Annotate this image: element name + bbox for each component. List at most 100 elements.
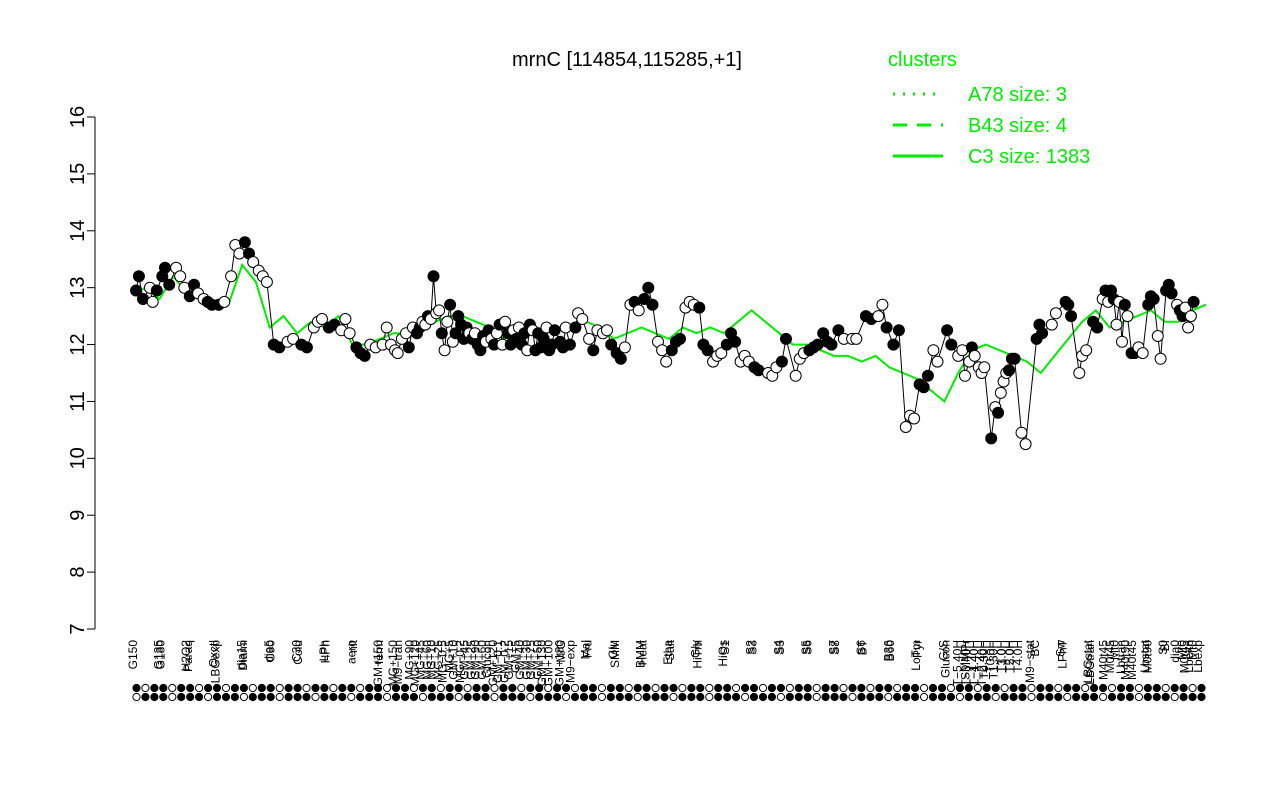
x-marker xyxy=(374,692,383,702)
x-marker xyxy=(615,692,624,702)
x-marker xyxy=(383,692,392,702)
data-point xyxy=(343,327,356,340)
x-tick-label: Gly xyxy=(689,640,703,658)
x-marker xyxy=(508,683,517,693)
x-tick-label: S2 xyxy=(744,640,758,655)
x-tick-label: Mt0 xyxy=(1108,640,1122,660)
x-marker xyxy=(884,692,893,702)
x-marker xyxy=(767,692,777,702)
x-marker xyxy=(839,683,848,693)
x-marker xyxy=(409,692,418,702)
x-tick-label: B36 xyxy=(881,640,895,662)
x-marker xyxy=(347,683,356,693)
data-point xyxy=(163,278,176,291)
x-marker xyxy=(427,683,436,693)
x-marker xyxy=(1063,683,1072,693)
x-marker xyxy=(221,683,231,693)
x-tick-label: MG−0.5 xyxy=(436,640,450,683)
x-marker xyxy=(338,692,347,702)
x-tick-label: S8 xyxy=(828,640,842,655)
data-point xyxy=(638,293,651,305)
x-tick-label: GM−0.2 xyxy=(497,640,511,683)
data-point xyxy=(1151,330,1164,342)
x-marker xyxy=(1170,683,1179,693)
x-marker xyxy=(839,692,848,702)
x-tick-label: Lbstat xyxy=(1138,639,1152,672)
x-tick-label: M9−exp xyxy=(563,640,577,683)
x-marker xyxy=(749,683,759,693)
data-point xyxy=(887,338,900,351)
data-point xyxy=(569,321,582,334)
data-point xyxy=(899,421,912,433)
x-marker xyxy=(937,683,947,693)
data-point xyxy=(132,270,145,283)
x-marker xyxy=(257,692,266,702)
data-point xyxy=(660,355,673,368)
data-point xyxy=(876,298,889,311)
x-tick-label: aero xyxy=(344,640,358,664)
data-point xyxy=(287,332,300,345)
x-marker xyxy=(696,692,705,702)
x-marker xyxy=(535,683,544,693)
x-marker xyxy=(195,683,204,693)
x-marker xyxy=(391,683,401,693)
x-marker xyxy=(687,683,696,693)
data-point xyxy=(601,324,613,337)
x-marker xyxy=(248,683,257,693)
x-marker xyxy=(875,692,884,702)
x-tick-label: B60 xyxy=(883,640,897,662)
x-tick-label: Mt0 xyxy=(1175,640,1189,660)
x-tick-label: T3.0H xyxy=(995,640,1009,673)
data-point xyxy=(537,332,550,345)
x-marker xyxy=(230,683,239,693)
data-point xyxy=(959,369,971,382)
x-tick-label: GM+60 xyxy=(475,640,489,680)
x-marker xyxy=(562,683,571,693)
x-tick-label: M/G xyxy=(554,640,568,663)
x-marker xyxy=(132,683,141,693)
x-marker xyxy=(275,683,284,693)
x-marker xyxy=(302,683,311,693)
data-point xyxy=(880,321,893,334)
x-marker xyxy=(651,692,660,702)
x-marker xyxy=(544,692,553,702)
x-tick-label: LoTm xyxy=(909,640,923,671)
data-point xyxy=(587,344,600,357)
x-tick-label: GM+180 xyxy=(552,640,566,687)
data-point xyxy=(994,386,1007,399)
x-marker xyxy=(418,683,427,693)
x-marker xyxy=(893,692,902,702)
data-point xyxy=(1136,347,1149,360)
x-tick-label: MG+90 xyxy=(403,640,417,680)
x-marker xyxy=(902,683,911,693)
x-marker xyxy=(463,683,472,693)
x-tick-label: Lbexp xyxy=(1191,640,1205,673)
x-marker xyxy=(347,692,356,702)
data-point xyxy=(260,276,273,288)
x-marker xyxy=(651,683,660,693)
x-marker xyxy=(642,683,651,693)
x-marker xyxy=(732,683,741,693)
data-point xyxy=(300,341,313,354)
x-marker xyxy=(660,683,669,693)
x-marker xyxy=(212,692,222,702)
x-marker xyxy=(212,683,222,693)
x-marker xyxy=(1161,692,1170,702)
x-marker xyxy=(526,683,535,693)
x-tick-label: M40t45 xyxy=(1097,640,1111,680)
x-marker xyxy=(1081,683,1090,693)
data-point xyxy=(1062,298,1075,311)
data-point xyxy=(1184,310,1197,323)
x-marker xyxy=(1152,683,1161,693)
x-tick-label: T0.0H xyxy=(983,640,997,673)
data-point xyxy=(825,338,838,351)
y-tick-label: 15 xyxy=(67,163,89,185)
x-marker xyxy=(705,692,714,702)
x-marker xyxy=(221,692,231,702)
x-marker xyxy=(812,683,821,693)
data-point xyxy=(1147,293,1160,305)
data-point xyxy=(715,347,728,360)
x-marker xyxy=(436,692,445,702)
data-point xyxy=(646,298,659,311)
x-marker xyxy=(177,683,186,693)
